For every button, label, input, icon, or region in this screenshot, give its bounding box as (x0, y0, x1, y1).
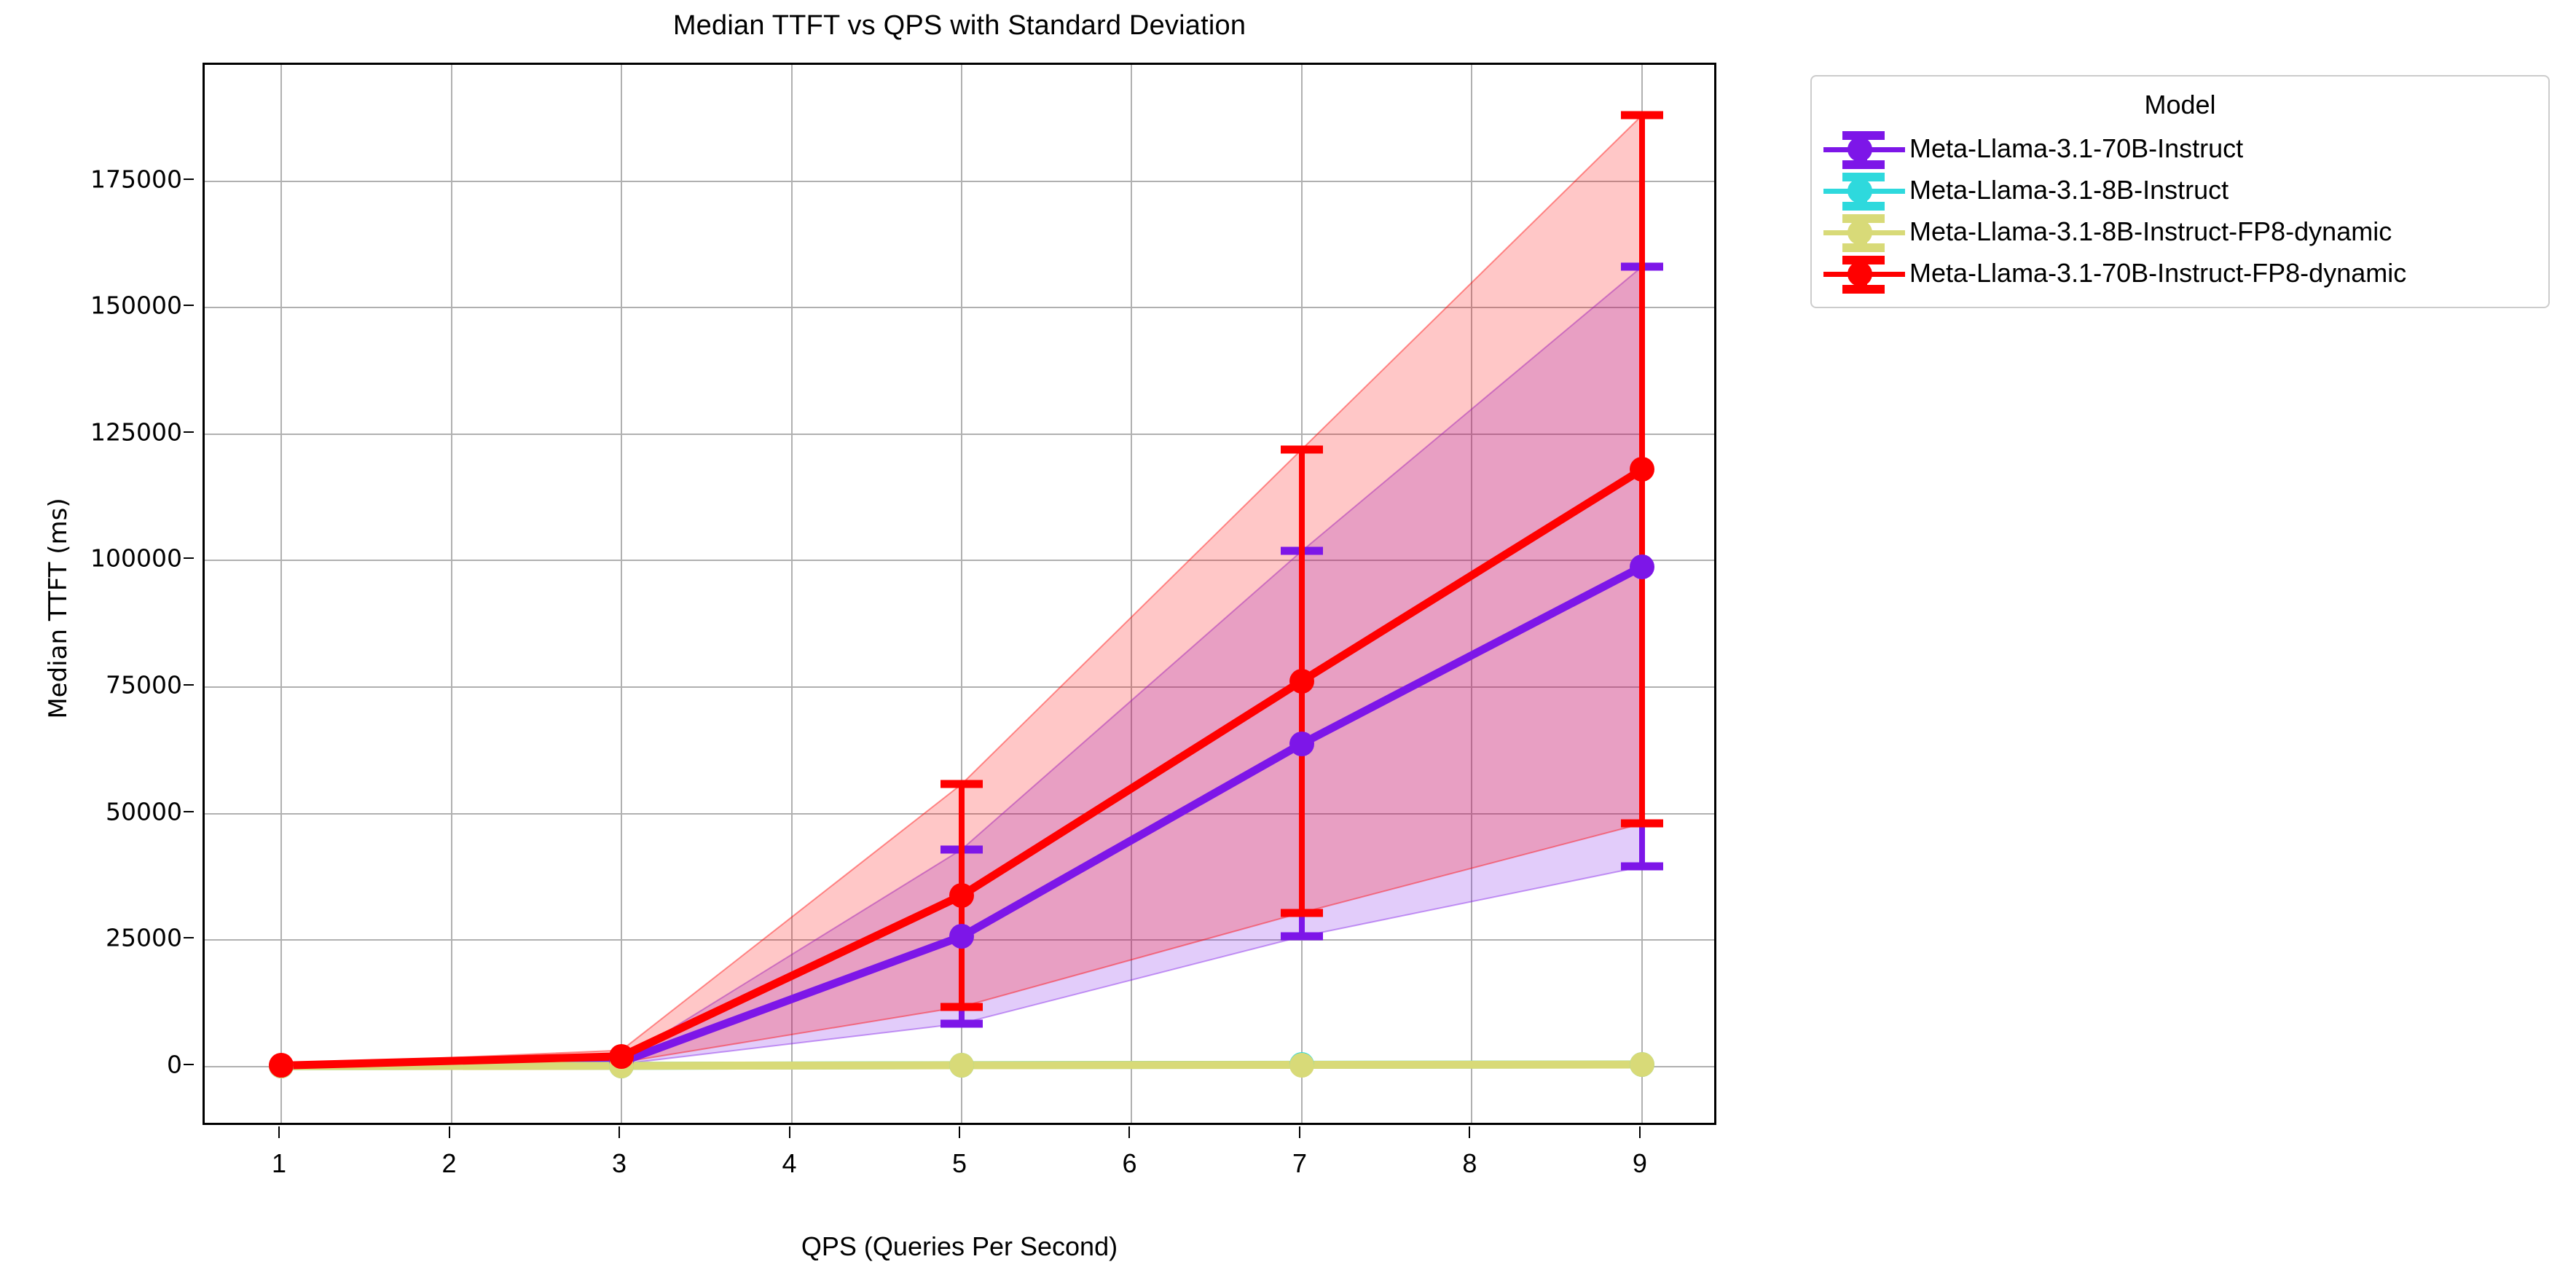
legend-items: Meta-Llama-3.1-70B-Instruct Meta-Llama-3.… (1823, 128, 2537, 294)
x-tick-label: 2 (441, 1148, 457, 1178)
y-tick-mark (184, 683, 194, 686)
y-tick-label: 75000 (106, 670, 182, 699)
y-tick-label: 150000 (90, 291, 182, 320)
gridline-vertical (450, 65, 452, 1123)
legend-item-label: Meta-Llama-3.1-8B-Instruct (1909, 174, 2229, 205)
error-bar-cap (1280, 932, 1323, 941)
data-point (949, 924, 974, 949)
gridline-vertical (790, 65, 793, 1123)
legend-marker-icon (1823, 130, 1905, 169)
x-tick-label: 4 (782, 1148, 797, 1178)
legend-item[interactable]: Meta-Llama-3.1-8B-Instruct-FP8-dynamic (1823, 211, 2537, 252)
y-tick-mark (184, 178, 194, 180)
data-point (1629, 1052, 1654, 1078)
data-point (949, 883, 974, 909)
plot-inner (205, 65, 1714, 1123)
legend-marker-icon (1823, 213, 1905, 252)
x-tick-label: 3 (612, 1148, 627, 1178)
x-tick-mark (619, 1126, 621, 1138)
y-tick-label: 100000 (90, 544, 182, 573)
gridline-horizontal (205, 307, 1714, 309)
legend-item[interactable]: Meta-Llama-3.1-70B-Instruct (1823, 128, 2537, 169)
data-point (1629, 554, 1654, 579)
x-axis-label: QPS (Queries Per Second) (801, 1231, 1118, 1261)
data-point (1629, 457, 1654, 482)
error-bar-cap (1280, 445, 1323, 454)
data-point (1289, 668, 1314, 694)
y-axis-label: Median TTFT (ms) (44, 498, 73, 719)
x-tick-label: 7 (1292, 1148, 1307, 1178)
x-tick-mark (1469, 1126, 1471, 1138)
error-bar-cap (1620, 862, 1663, 871)
gridline-horizontal (205, 180, 1714, 182)
y-tick-mark (184, 810, 194, 812)
y-tick-label: 175000 (90, 165, 182, 194)
x-tick-mark (1298, 1126, 1300, 1138)
x-tick-mark (1128, 1126, 1131, 1138)
y-tick-mark (184, 431, 194, 433)
error-bar-cap (941, 1019, 983, 1028)
x-tick-mark (278, 1126, 280, 1138)
legend-item[interactable]: Meta-Llama-3.1-8B-Instruct (1823, 169, 2537, 211)
data-point (1289, 731, 1314, 756)
x-tick-label: 9 (1632, 1148, 1647, 1178)
gridline-vertical (621, 65, 623, 1123)
chart-title: Median TTFT vs QPS with Standard Deviati… (672, 10, 1246, 41)
gridline-horizontal (205, 686, 1714, 688)
y-axis-ticks: 0 25000 50000 75000 100000 125000 150000 175000 (0, 63, 194, 1125)
y-tick-label: 25000 (106, 923, 182, 952)
error-bar-cap (1620, 819, 1663, 828)
legend-item[interactable]: Meta-Llama-3.1-70B-Instruct-FP8-dynamic (1823, 252, 2537, 294)
y-tick-mark (184, 557, 194, 560)
gridline-vertical (1471, 65, 1473, 1123)
legend-item-label: Meta-Llama-3.1-70B-Instruct-FP8-dynamic (1909, 257, 2407, 288)
gridline-horizontal (205, 560, 1714, 562)
y-tick-mark (184, 305, 194, 307)
legend-marker-icon (1823, 171, 1905, 211)
y-tick-label: 0 (167, 1050, 182, 1079)
gridline-horizontal (205, 433, 1714, 435)
legend-item-label: Meta-Llama-3.1-8B-Instruct-FP8-dynamic (1909, 216, 2392, 246)
plot-area (203, 63, 1716, 1125)
data-point (609, 1043, 635, 1069)
gridline-vertical (1131, 65, 1133, 1123)
x-tick-mark (788, 1126, 790, 1138)
gridline-vertical (280, 65, 283, 1123)
legend: Model Meta-Llama-3.1-70B-Instruct Meta-Ll… (1810, 75, 2550, 308)
x-tick-label: 6 (1122, 1148, 1137, 1178)
data-point (949, 1053, 974, 1078)
y-tick-label: 50000 (106, 797, 182, 826)
x-tick-label: 8 (1462, 1148, 1477, 1178)
gridline-vertical (961, 65, 962, 1123)
x-tick-mark (448, 1126, 450, 1138)
y-tick-mark (184, 1063, 194, 1065)
error-bar-cap (1620, 111, 1663, 119)
error-bar-cap (941, 780, 983, 788)
legend-marker-icon (1823, 254, 1905, 294)
x-axis-ticks: 1 2 3 4 5 6 7 8 9 (203, 1126, 1716, 1207)
data-point (269, 1053, 294, 1078)
error-bar-cap (1280, 909, 1323, 917)
legend-item-label: Meta-Llama-3.1-70B-Instruct (1909, 133, 2244, 163)
x-tick-label: 5 (951, 1148, 967, 1178)
x-tick-label: 1 (272, 1148, 287, 1178)
data-point (1289, 1052, 1314, 1078)
legend-title: Model (2144, 90, 2216, 119)
y-tick-label: 125000 (90, 417, 182, 447)
x-tick-mark (1638, 1126, 1641, 1138)
error-bar-cap (941, 1003, 983, 1011)
y-tick-mark (184, 937, 194, 939)
x-tick-mark (959, 1126, 960, 1138)
